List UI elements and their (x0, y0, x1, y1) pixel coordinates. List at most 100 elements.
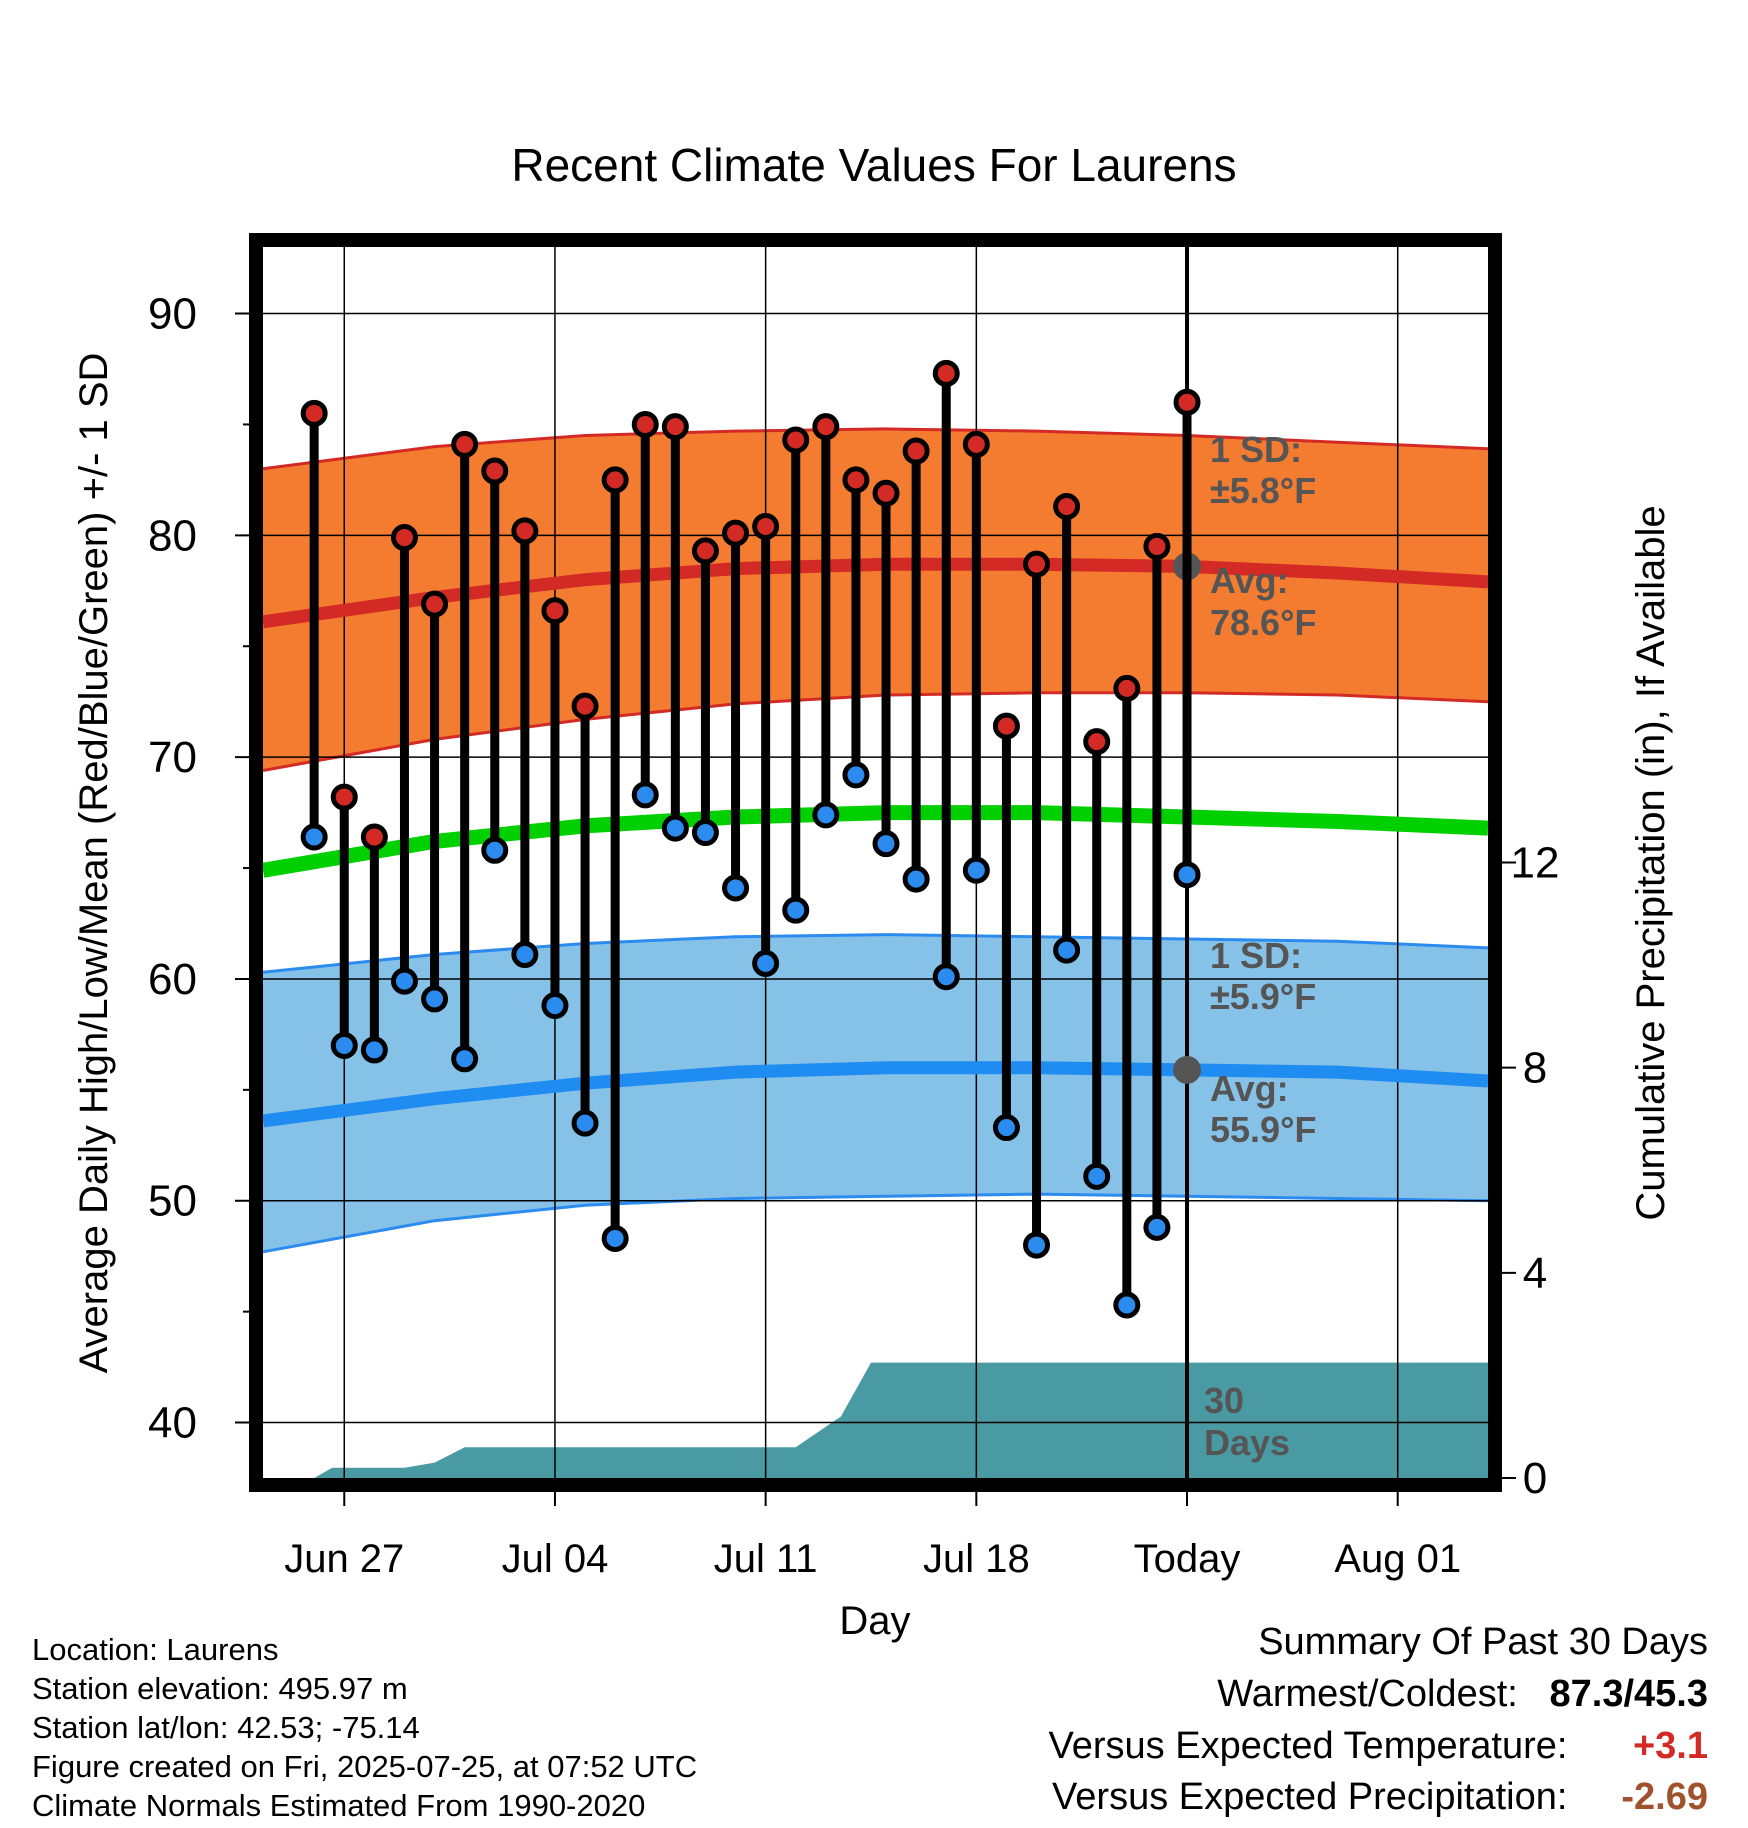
low-avg-label: Avg: (1210, 1068, 1289, 1109)
high-sd-label: 1 SD: (1210, 429, 1302, 470)
latlon-text: Station lat/lon: 42.53; -75.14 (32, 1710, 420, 1745)
location-text: Location: Laurens (32, 1632, 279, 1667)
low-point (1023, 1231, 1051, 1259)
low-point (962, 856, 990, 884)
low-point (390, 967, 418, 995)
daily-markers (300, 359, 1201, 1319)
precipitation-area (263, 1362, 1488, 1478)
low-point (451, 1045, 479, 1073)
chart-title: Recent Climate Values For Laurens (511, 139, 1237, 191)
low-point (691, 819, 719, 847)
low-point (481, 836, 509, 864)
high-point (511, 517, 539, 545)
temp-label: Versus Expected Temperature: (1048, 1725, 1568, 1767)
low-point (541, 992, 569, 1020)
low-point (932, 963, 960, 991)
low-point (1053, 936, 1081, 964)
high-point (722, 519, 750, 547)
high-point (661, 413, 689, 441)
low-point (300, 823, 328, 851)
low-point (782, 896, 810, 924)
low-point (421, 985, 449, 1013)
x-tick-label: Jul 04 (502, 1537, 609, 1581)
low-point (571, 1109, 599, 1137)
high-point (1173, 388, 1201, 416)
high-point (1083, 728, 1111, 756)
low-point (1083, 1162, 1111, 1190)
y-tick-label: 50 (148, 1177, 197, 1226)
low-sd-upper-edge (262, 933, 1489, 974)
high-point (360, 823, 388, 851)
high-point (932, 359, 960, 387)
low-point (1113, 1291, 1141, 1319)
precip-label: Versus Expected Precipitation: (1052, 1776, 1568, 1818)
high-point (872, 479, 900, 507)
y-tick-label: 90 (148, 290, 197, 339)
y-tick-label: 80 (148, 511, 197, 560)
normals-text: Climate Normals Estimated From 1990-2020 (32, 1788, 646, 1823)
high-point (691, 537, 719, 565)
y2-axis-label: Cumulative Precipitation (in), If Availa… (1629, 505, 1673, 1220)
y2-tick-label: 4 (1523, 1249, 1547, 1298)
high-point (812, 413, 840, 441)
x-tick-label: Today (1134, 1537, 1241, 1581)
high-point (390, 524, 418, 552)
low-point (842, 761, 870, 789)
y-axis-label: Average Daily High/Low/Mean (Red/Blue/Gr… (72, 353, 116, 1374)
low-point (511, 941, 539, 969)
temp-value: +3.1 (1632, 1725, 1708, 1767)
high-point (330, 783, 358, 811)
low-point (601, 1224, 629, 1252)
high-point (1143, 532, 1171, 560)
high-sd-upper-edge (262, 427, 1489, 471)
low-avg-value: 55.9°F (1210, 1109, 1316, 1150)
low-sd-lower-edge (262, 1192, 1489, 1254)
today-low-avg-point (1173, 1055, 1202, 1084)
low-point (812, 801, 840, 829)
low-point (330, 1031, 358, 1059)
x-tick-label: Aug 01 (1334, 1537, 1461, 1581)
low-avg-line (262, 1061, 1489, 1128)
high-point (601, 466, 629, 494)
plot-border (249, 233, 1502, 1492)
low-point (752, 949, 780, 977)
high-point (842, 466, 870, 494)
high-point (451, 430, 479, 458)
high-point (752, 512, 780, 540)
low-sd-band (263, 934, 1488, 1252)
high-sd-band (263, 428, 1488, 771)
warm-cold-label: Warmest/Coldest: (1217, 1673, 1518, 1715)
high-avg-label: Avg: (1210, 560, 1289, 601)
y2-tick-label: 12 (1511, 839, 1560, 888)
high-point (300, 399, 328, 427)
high-point (782, 426, 810, 454)
elevation-text: Station elevation: 495.97 m (32, 1671, 408, 1706)
x-tick-label: Jun 27 (284, 1537, 404, 1581)
high-point (962, 430, 990, 458)
plot-frame (249, 233, 1502, 1492)
y-tick-label: 70 (148, 733, 197, 782)
low-point (661, 814, 689, 842)
high-sd-value: ±5.8°F (1210, 470, 1316, 511)
high-point (1113, 674, 1141, 702)
high-point (631, 410, 659, 438)
high-point (571, 692, 599, 720)
low-point (360, 1036, 388, 1064)
axes: 40 50 60 70 80 90 0 4 8 12 Jun 27 Jul 04 Jul 11 Jul 1… (72, 290, 1673, 1643)
precip-value: -2.69 (1621, 1776, 1708, 1818)
x-axis-label: Day (839, 1599, 910, 1643)
high-point (1023, 550, 1051, 578)
y-tick-label: 40 (148, 1399, 197, 1448)
today-label-line2: Days (1204, 1422, 1290, 1463)
low-point (1143, 1213, 1171, 1241)
today-label-line1: 30 (1204, 1380, 1244, 1421)
high-point (481, 457, 509, 485)
low-sd-value: ±5.9°F (1210, 976, 1316, 1017)
high-point (421, 590, 449, 618)
low-point (1173, 861, 1201, 889)
precip-area (263, 1362, 1488, 1478)
low-sd-label: 1 SD: (1210, 935, 1302, 976)
high-point (1053, 493, 1081, 521)
